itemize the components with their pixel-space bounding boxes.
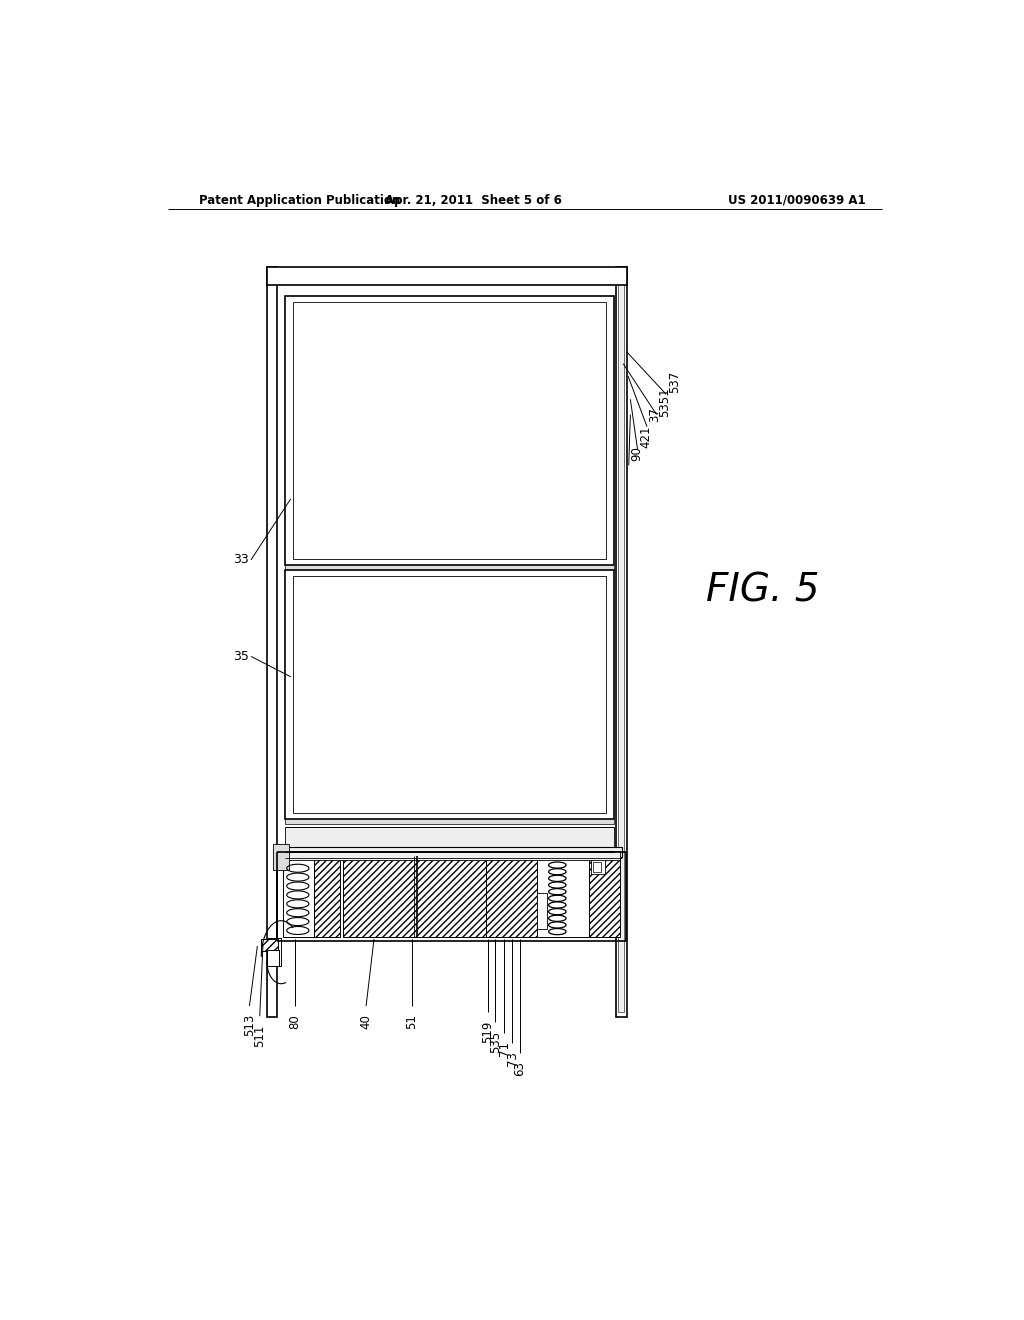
Bar [617,272,624,1012]
Text: 37: 37 [648,407,662,422]
Bar [293,302,606,558]
Text: 513: 513 [243,1014,256,1036]
Bar [285,570,613,818]
Text: 35: 35 [232,649,249,663]
Bar [283,855,314,937]
Bar [593,862,601,873]
Text: 511: 511 [253,1024,266,1047]
Text: 73: 73 [506,1051,518,1065]
Bar [314,855,340,937]
Bar [589,855,621,937]
Text: 51: 51 [406,1014,419,1030]
Bar [343,855,486,937]
Text: 33: 33 [232,553,249,566]
Bar [591,859,605,874]
Text: US 2011/0090639 A1: US 2011/0090639 A1 [728,194,866,207]
Text: Apr. 21, 2011  Sheet 5 of 6: Apr. 21, 2011 Sheet 5 of 6 [385,194,561,207]
Bar [616,267,627,1018]
Bar [267,939,282,966]
Bar [293,576,606,813]
Bar [260,939,278,952]
Bar [267,267,627,285]
Text: 71: 71 [498,1040,511,1056]
Bar [267,950,279,966]
Bar [282,846,622,857]
Text: 421: 421 [639,425,652,449]
Bar [273,845,289,870]
Bar [267,267,278,1018]
Bar [486,855,538,937]
Text: 535: 535 [488,1031,502,1052]
Text: 5351: 5351 [658,388,671,417]
Bar [538,855,589,937]
Text: 519: 519 [481,1020,494,1043]
Bar [278,850,620,859]
Text: FIG. 5: FIG. 5 [707,572,819,610]
Text: 63: 63 [514,1061,526,1076]
Text: Patent Application Publication: Patent Application Publication [200,194,400,207]
Text: 80: 80 [288,1014,301,1030]
Text: 40: 40 [359,1014,373,1030]
Text: 90: 90 [631,446,643,461]
Bar [285,565,613,570]
Bar [285,828,613,851]
Text: 537: 537 [668,371,681,393]
Bar [285,296,613,565]
Bar [538,894,547,929]
Bar [285,818,613,824]
